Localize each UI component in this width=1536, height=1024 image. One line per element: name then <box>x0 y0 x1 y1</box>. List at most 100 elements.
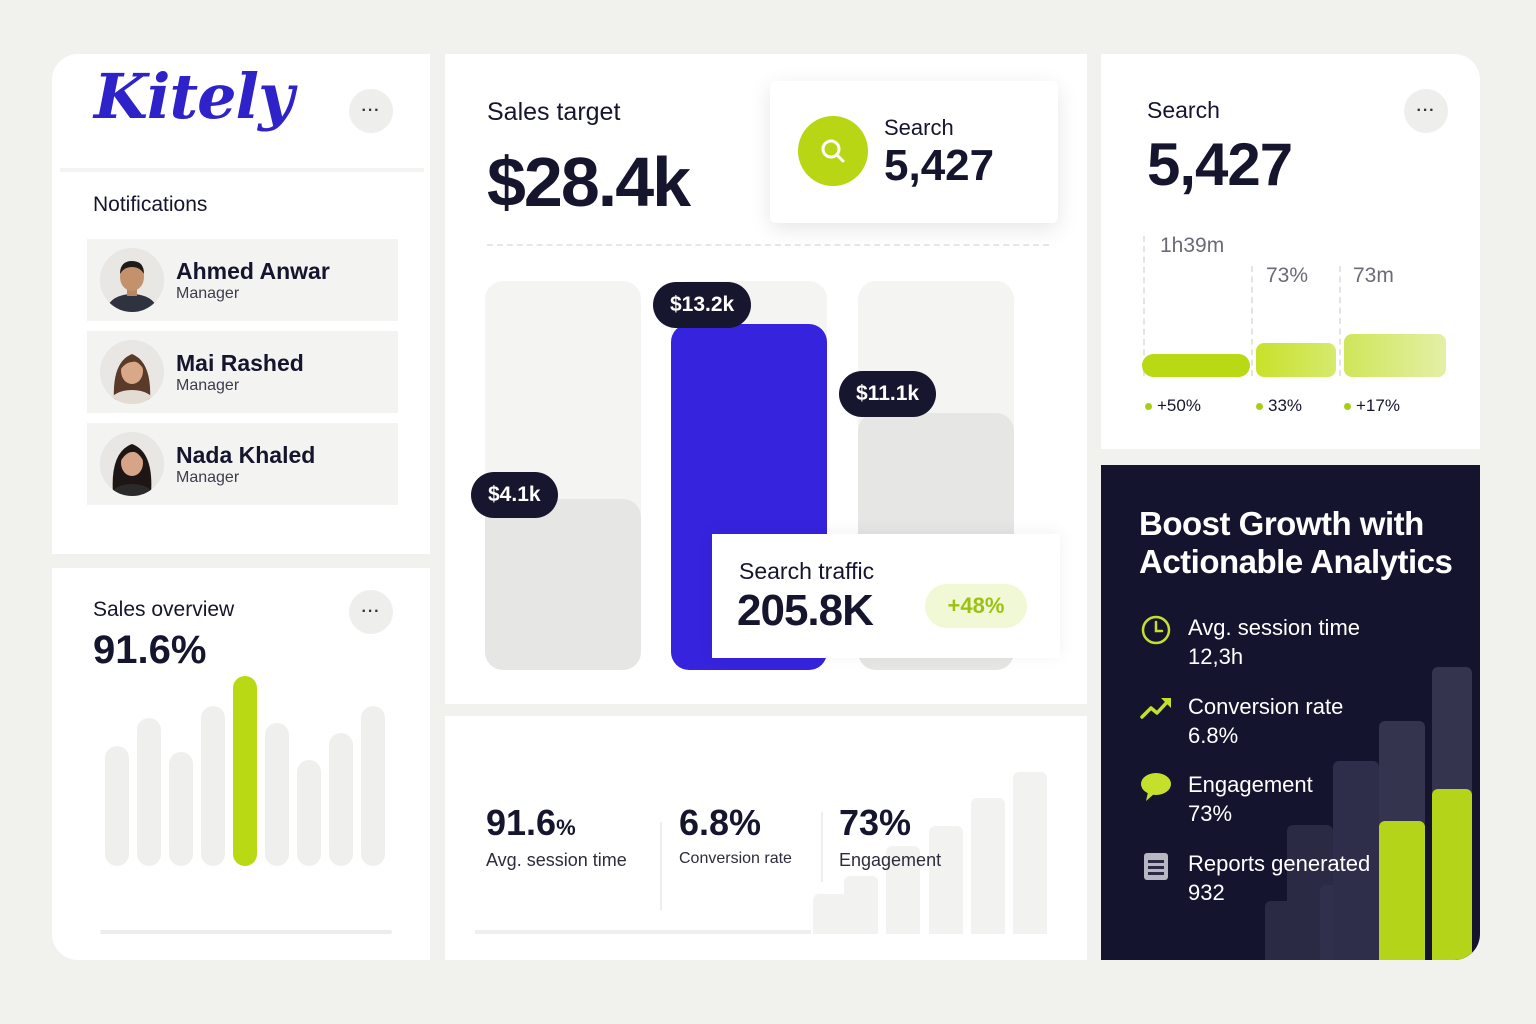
sales-overview-title: Sales overview <box>93 598 235 621</box>
sales-overview-value: 91.6% <box>93 628 207 672</box>
metric-value: 1h39m <box>1160 234 1225 257</box>
metric-bar <box>1256 343 1336 377</box>
stat-engagement: 73% Engagement <box>839 802 941 871</box>
person-role: Manager <box>176 469 240 486</box>
background-bar <box>886 846 920 934</box>
search-popup-label: Search <box>884 115 954 140</box>
search-traffic-card: Search traffic 205.8K +48% <box>712 534 1060 658</box>
notification-item-mai-rashed[interactable]: Mai Rashed Manager <box>87 331 398 413</box>
avatar <box>100 340 164 404</box>
boost-item-label: Avg. session time <box>1188 615 1361 640</box>
stat-label: Engagement <box>839 850 942 870</box>
divider <box>1143 236 1145 376</box>
boost-item-engagement: Engagement 73% <box>1139 770 1313 828</box>
metric-bar <box>1344 334 1446 377</box>
stat-value: 6.8% <box>679 802 762 843</box>
accent-bar <box>1379 821 1425 960</box>
background-bar <box>971 798 1005 934</box>
background-bar <box>813 894 847 934</box>
bar[interactable] <box>169 752 193 866</box>
clock-icon <box>1141 615 1171 645</box>
divider <box>1251 266 1253 376</box>
stat-value: 73% <box>839 802 912 843</box>
stat-avg-session-time: 91.6% Avg. session time <box>486 802 627 871</box>
column-bar[interactable] <box>485 499 641 670</box>
person-name: Nada Khaled <box>176 442 316 468</box>
trend-up-icon <box>1140 698 1171 719</box>
bar[interactable] <box>297 760 321 866</box>
boost-growth-card: Boost Growth with Actionable Analytics A… <box>1101 465 1480 960</box>
boost-item-label: Conversion rate <box>1188 694 1344 719</box>
boost-item-reports-generated: Reports generated 932 <box>1139 849 1370 907</box>
metric-value: 73% <box>1266 264 1309 287</box>
search-traffic-value: 205.8K <box>737 586 874 635</box>
kitely-logo[interactable]: Kitely <box>94 60 294 133</box>
bar[interactable] <box>265 723 289 866</box>
divider <box>1339 266 1341 376</box>
background-bar <box>1013 772 1047 934</box>
bar[interactable] <box>361 706 385 866</box>
metric-delta: +50% <box>1145 396 1201 416</box>
boost-item-label: Engagement <box>1188 772 1313 797</box>
divider <box>487 244 1049 246</box>
divider <box>821 812 823 882</box>
avatar <box>100 248 164 312</box>
boost-item-label: Reports generated <box>1188 851 1371 876</box>
background-bar <box>929 826 963 934</box>
search-summary-popup[interactable]: Search 5,427 <box>770 81 1058 223</box>
value-pill: $4.1k <box>471 472 558 518</box>
stat-conversion-rate: 6.8% Conversion rate <box>679 802 792 868</box>
notifications-title: Notifications <box>93 193 208 216</box>
bar[interactable] <box>105 746 129 866</box>
report-icon <box>1144 853 1168 880</box>
value-pill: $13.2k <box>653 282 752 328</box>
more-options-button[interactable]: ··· <box>349 89 393 133</box>
person-name: Mai Rashed <box>176 350 304 376</box>
chat-bubble-icon <box>1141 773 1171 801</box>
bar[interactable] <box>201 706 225 866</box>
sales-overview-card: Sales overview ··· 91.6% <box>52 568 430 960</box>
stat-label: Conversion rate <box>679 850 792 867</box>
person-role: Manager <box>176 377 240 394</box>
bar[interactable] <box>329 733 353 866</box>
change-badge: +48% <box>925 584 1027 628</box>
search-icon[interactable] <box>798 116 868 186</box>
stat-label: Avg. session time <box>486 850 627 870</box>
background-bar <box>844 876 878 934</box>
search-card: Search 5,427 ··· 1h39m 73% 73m +50% 33% … <box>1101 54 1480 449</box>
bar[interactable] <box>137 718 161 866</box>
search-card-title: Search <box>1147 97 1220 123</box>
more-options-button[interactable]: ··· <box>349 590 393 634</box>
stats-card: 91.6% Avg. session time 6.8% Conversion … <box>445 716 1087 960</box>
person-name: Ahmed Anwar <box>176 258 330 284</box>
notifications-card: Kitely ··· Notifications Ahmed Anwar Man… <box>52 54 430 554</box>
search-card-value: 5,427 <box>1147 131 1293 198</box>
boost-item-value: 12,3h <box>1188 644 1244 669</box>
avatar <box>100 432 164 496</box>
stat-value: 91.6% <box>486 802 576 843</box>
divider <box>60 168 424 172</box>
metric-delta: 33% <box>1256 396 1302 416</box>
accent-bar <box>1432 789 1472 960</box>
metric-bar <box>1142 354 1250 377</box>
search-popup-value: 5,427 <box>884 141 995 190</box>
boost-item-value: 73% <box>1188 801 1233 826</box>
sales-target-card: Sales target $28.4k Search 5,427 $4.1k $1… <box>445 54 1087 704</box>
active-bar[interactable] <box>233 676 257 866</box>
scroll-track[interactable] <box>100 930 392 934</box>
person-role: Manager <box>176 285 240 302</box>
more-options-button[interactable]: ··· <box>1404 89 1448 133</box>
divider <box>660 822 662 910</box>
boost-item-avg-session-time: Avg. session time 12,3h <box>1139 613 1360 671</box>
scroll-track[interactable] <box>475 930 811 934</box>
notification-item-nada-khaled[interactable]: Nada Khaled Manager <box>87 423 398 505</box>
metric-value: 73m <box>1353 264 1394 287</box>
background-bar <box>1333 761 1379 960</box>
sales-target-value: $28.4k <box>487 143 691 221</box>
boost-item-value: 932 <box>1188 880 1225 905</box>
value-pill: $11.1k <box>839 371 937 417</box>
metric-delta: +17% <box>1344 396 1400 416</box>
boost-item-conversion-rate: Conversion rate 6.8% <box>1139 692 1343 750</box>
notification-item-ahmed-anwar[interactable]: Ahmed Anwar Manager <box>87 239 398 321</box>
boost-item-value: 6.8% <box>1188 723 1239 748</box>
